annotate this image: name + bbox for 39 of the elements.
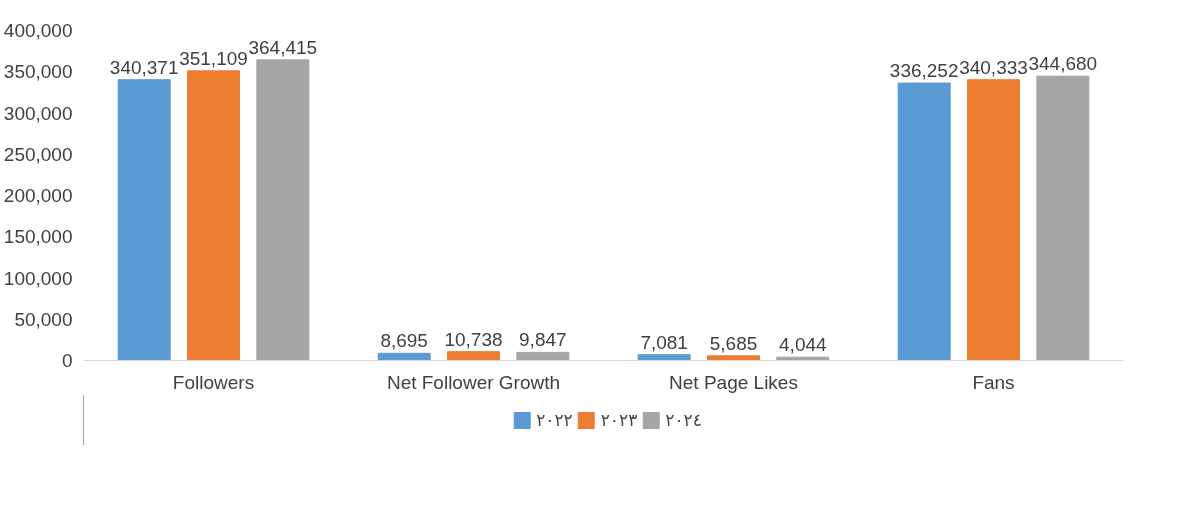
x-tick-label: Followers xyxy=(172,371,255,393)
bar xyxy=(187,70,240,361)
data-label: 8,695 xyxy=(380,330,428,352)
y-tick-label: 250,000 xyxy=(3,143,73,165)
y-tick-label: 200,000 xyxy=(3,185,73,206)
bar xyxy=(117,79,171,361)
x-tick-label: Net Page Likes xyxy=(669,371,798,393)
data-label: 5,685 xyxy=(709,332,758,354)
data-label: 336,252 xyxy=(889,60,959,82)
legend-label: ٢٠٢٣ xyxy=(600,410,638,430)
bar xyxy=(256,59,310,361)
y-tick-label: 300,000 xyxy=(3,102,73,124)
x-tick-label: Net Follower Growth xyxy=(386,371,561,393)
data-label: 344,680 xyxy=(1028,53,1098,75)
data-label: 9,847 xyxy=(519,329,567,351)
bar xyxy=(897,82,951,361)
y-tick-label: 350,000 xyxy=(3,61,73,83)
bar xyxy=(377,352,431,361)
bar xyxy=(707,355,760,361)
bar xyxy=(637,354,691,361)
y-tick-label: 50,000 xyxy=(14,308,73,330)
y-tick-label: 100,000 xyxy=(3,267,73,289)
data-label: 351,109 xyxy=(179,47,248,69)
data-label: 340,333 xyxy=(959,56,1028,78)
bar xyxy=(967,79,1020,361)
legend-label: ٢٠٢٢ xyxy=(536,410,573,430)
data-label: 340,371 xyxy=(109,56,179,78)
y-tick-label: 150,000 xyxy=(3,226,73,248)
x-tick-label: Fans xyxy=(972,371,1015,393)
legend-label: ٢٠٢٤ xyxy=(665,410,702,430)
bar xyxy=(447,351,500,361)
data-label: 364,415 xyxy=(248,36,318,58)
data-label: 4,044 xyxy=(779,334,828,356)
bar xyxy=(1036,75,1090,361)
y-tick-label: 400,000 xyxy=(3,20,73,41)
data-label: 7,081 xyxy=(640,331,688,353)
y-tick-label: 0 xyxy=(61,350,73,371)
data-label: 10,738 xyxy=(444,328,503,350)
bar xyxy=(516,351,570,361)
